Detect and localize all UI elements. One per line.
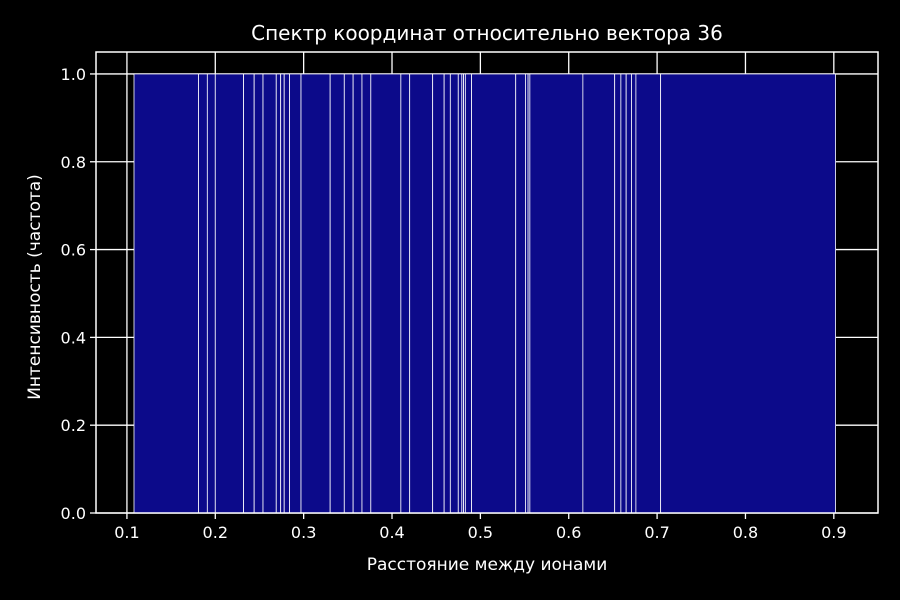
y-tick-label: 0.2 xyxy=(61,416,86,435)
histogram-bar xyxy=(582,73,616,514)
histogram-bar xyxy=(449,73,459,514)
histogram-bar xyxy=(289,73,302,514)
x-tick-label: 0.4 xyxy=(379,523,404,542)
x-tick-label: 0.8 xyxy=(733,523,758,542)
histogram-bar xyxy=(300,73,331,514)
histogram-bar xyxy=(262,73,277,514)
histogram-bar xyxy=(635,73,662,514)
x-tick-label: 0.7 xyxy=(644,523,669,542)
y-tick-label: 0.0 xyxy=(61,504,86,523)
histogram-bar xyxy=(283,73,290,514)
histogram-bar xyxy=(620,73,627,514)
y-tick-label: 0.4 xyxy=(61,328,86,347)
histogram-bar xyxy=(280,73,285,514)
x-tick-label: 0.5 xyxy=(468,523,493,542)
x-tick-label: 0.3 xyxy=(291,523,316,542)
histogram-bar xyxy=(443,73,451,514)
x-tick-label: 0.1 xyxy=(114,523,139,542)
histogram-bar xyxy=(457,73,463,514)
histogram-bar xyxy=(329,73,345,514)
histogram-bar xyxy=(214,73,244,514)
histogram-bar xyxy=(409,73,434,514)
histogram-bar xyxy=(432,73,445,514)
histogram-bar xyxy=(631,73,637,514)
histogram-bar xyxy=(361,73,372,514)
histogram-bar xyxy=(614,73,622,514)
histogram-bar xyxy=(370,73,402,514)
x-axis-ticks: 0.1 0.2 0.3 0.4 0.5 0.6 0.7 0.8 0.9 xyxy=(114,513,847,542)
histogram-bar xyxy=(198,73,208,514)
x-axis-label: Расстояние между ионами xyxy=(367,555,608,575)
x-tick-label: 0.9 xyxy=(821,523,846,542)
histogram-bar xyxy=(464,73,472,514)
histogram-bar xyxy=(133,73,199,514)
histogram-bar xyxy=(343,73,354,514)
histogram-bar xyxy=(243,73,255,514)
histogram-bar xyxy=(253,73,264,514)
x-tick-label: 0.6 xyxy=(556,523,581,542)
y-tick-label: 1.0 xyxy=(61,65,86,84)
histogram-bar xyxy=(625,73,632,514)
bars-layer xyxy=(133,73,836,514)
histogram-bar xyxy=(352,73,363,514)
chart-title: Спектр координат относительно вектора 36 xyxy=(251,21,723,45)
y-axis-label: Интенсивность (частота) xyxy=(25,174,45,400)
histogram-bar xyxy=(471,73,517,514)
histogram-bar xyxy=(529,73,584,514)
histogram-bar xyxy=(275,73,282,514)
histogram-bar xyxy=(206,73,216,514)
y-tick-label: 0.8 xyxy=(61,153,86,172)
histogram-bar xyxy=(660,73,836,514)
histogram-bar xyxy=(400,73,411,514)
x-tick-label: 0.2 xyxy=(203,523,228,542)
y-tick-label: 0.6 xyxy=(61,241,86,260)
histogram-bar xyxy=(515,73,526,514)
plot-frame xyxy=(95,51,879,514)
y-axis-ticks: 0.0 0.2 0.4 0.6 0.8 1.0 xyxy=(61,65,96,523)
